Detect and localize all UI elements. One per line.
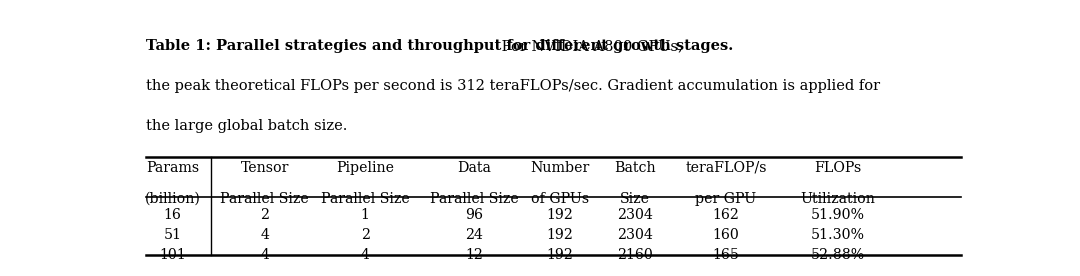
Text: 1: 1 xyxy=(361,208,369,222)
Text: Data: Data xyxy=(457,161,491,175)
Text: 12: 12 xyxy=(465,248,483,262)
Text: 160: 160 xyxy=(713,228,740,242)
Text: 24: 24 xyxy=(465,228,483,242)
Text: Parallel Size: Parallel Size xyxy=(220,192,309,206)
Text: For NVIDIA A800 GPUs,: For NVIDIA A800 GPUs, xyxy=(497,39,683,54)
Text: Utilization: Utilization xyxy=(800,192,876,206)
Text: 52.88%: 52.88% xyxy=(811,248,865,262)
Text: teraFLOP/s: teraFLOP/s xyxy=(685,161,767,175)
Text: Number: Number xyxy=(530,161,590,175)
Text: Table 1: Parallel strategies and throughput for different growth stages.: Table 1: Parallel strategies and through… xyxy=(146,39,733,54)
Text: Parallel Size: Parallel Size xyxy=(321,192,409,206)
Text: 4: 4 xyxy=(361,248,369,262)
Text: 2: 2 xyxy=(361,228,369,242)
Text: the peak theoretical FLOPs per second is 312 teraFLOPs/sec. Gradient accumulatio: the peak theoretical FLOPs per second is… xyxy=(146,79,880,93)
Text: 192: 192 xyxy=(546,228,573,242)
Text: of GPUs: of GPUs xyxy=(531,192,590,206)
Text: 192: 192 xyxy=(546,208,573,222)
Text: 2: 2 xyxy=(260,208,269,222)
Text: Batch: Batch xyxy=(613,161,656,175)
Text: 101: 101 xyxy=(159,248,186,262)
Text: 51.90%: 51.90% xyxy=(811,208,865,222)
Text: 16: 16 xyxy=(164,208,181,222)
Text: Params: Params xyxy=(146,161,199,175)
Text: FLOPs: FLOPs xyxy=(814,161,862,175)
Text: per GPU: per GPU xyxy=(696,192,757,206)
Text: Size: Size xyxy=(620,192,650,206)
Text: 51.30%: 51.30% xyxy=(811,228,865,242)
Text: 192: 192 xyxy=(546,248,573,262)
Text: (billion): (billion) xyxy=(145,192,201,206)
Text: Tensor: Tensor xyxy=(241,161,289,175)
Text: 51: 51 xyxy=(164,228,181,242)
Text: 2304: 2304 xyxy=(617,228,652,242)
Text: 4: 4 xyxy=(260,248,269,262)
Text: 2160: 2160 xyxy=(617,248,652,262)
Text: 162: 162 xyxy=(713,208,740,222)
Text: the large global batch size.: the large global batch size. xyxy=(146,119,348,133)
Text: Parallel Size: Parallel Size xyxy=(430,192,518,206)
Text: Pipeline: Pipeline xyxy=(336,161,394,175)
Text: 4: 4 xyxy=(260,228,269,242)
Text: 2304: 2304 xyxy=(617,208,652,222)
Text: 165: 165 xyxy=(713,248,740,262)
Text: 96: 96 xyxy=(465,208,483,222)
